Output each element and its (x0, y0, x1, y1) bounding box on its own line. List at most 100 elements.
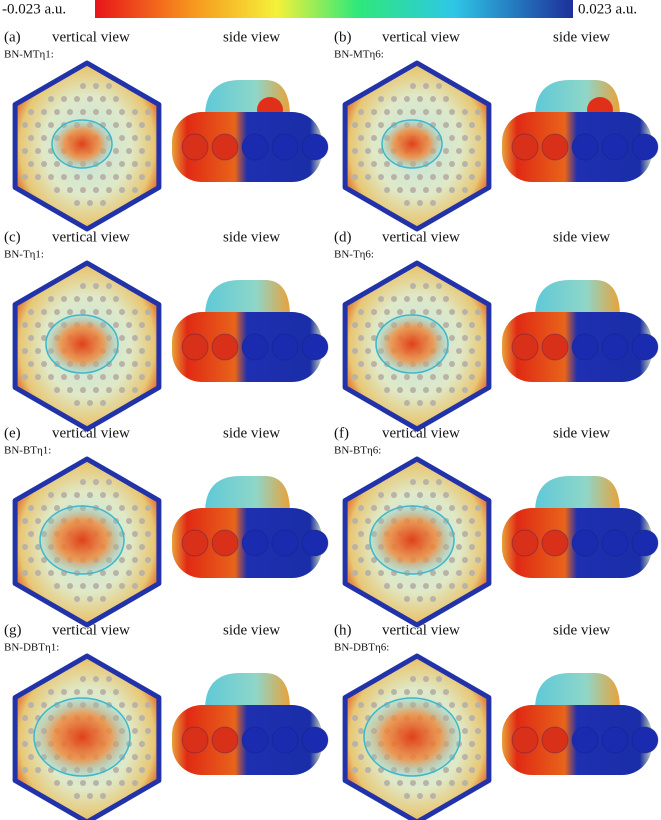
vertical-view-label: vertical view (52, 622, 130, 638)
atom (423, 780, 429, 786)
atom (126, 715, 132, 721)
atom (397, 309, 403, 315)
atom (93, 387, 99, 393)
side-view-label: side view (553, 425, 610, 441)
atom (22, 174, 28, 180)
atom (371, 557, 377, 563)
atom (358, 361, 364, 367)
atom (145, 754, 151, 760)
atom (126, 348, 132, 354)
panel: (f) vertical view side view BN-BTη6: (334, 425, 659, 628)
atom (132, 780, 138, 786)
atom (100, 400, 106, 406)
atom (139, 544, 145, 550)
vertical-view-label: vertical view (382, 622, 460, 638)
atom (365, 518, 371, 524)
atom (35, 570, 41, 576)
atom (74, 96, 80, 102)
atom (61, 689, 67, 695)
atom (352, 544, 358, 550)
atom (430, 793, 436, 799)
structure-name: BN-BTη1: (4, 445, 51, 457)
atom (126, 544, 132, 550)
atom (106, 387, 112, 393)
atom (87, 400, 93, 406)
atom (28, 754, 34, 760)
panel-letter: (f) (334, 425, 349, 441)
panel-letter: (h) (334, 622, 352, 638)
atom (423, 676, 429, 682)
atom (384, 187, 390, 193)
atom (378, 374, 384, 380)
atom (449, 161, 455, 167)
atom (449, 387, 455, 393)
atom (456, 122, 462, 128)
atom (145, 505, 151, 511)
panel-letter: (g) (4, 622, 22, 638)
atom (35, 518, 41, 524)
atom (80, 676, 86, 682)
atom (74, 200, 80, 206)
atom (475, 702, 481, 708)
atom (449, 583, 455, 589)
atom (417, 793, 423, 799)
side-atom (181, 529, 209, 557)
atom (417, 374, 423, 380)
atom (80, 479, 86, 485)
atom (462, 728, 468, 734)
atom (456, 322, 462, 328)
atom (22, 348, 28, 354)
side-atom (571, 133, 599, 161)
atom (365, 374, 371, 380)
atom (456, 715, 462, 721)
atom (67, 309, 73, 315)
atom (119, 135, 125, 141)
side-atom (571, 726, 599, 754)
side-view-label: side view (553, 622, 610, 638)
atom (436, 109, 442, 115)
atom (430, 596, 436, 602)
panel: (c) vertical view side view BN-Tη1: (4, 229, 329, 432)
atom (54, 387, 60, 393)
side-atom (211, 333, 239, 361)
atom (22, 741, 28, 747)
atom (80, 583, 86, 589)
atom (139, 518, 145, 524)
atom (443, 148, 449, 154)
atom (87, 492, 93, 498)
atom (126, 518, 132, 524)
atom (145, 135, 151, 141)
atom (475, 531, 481, 537)
atom (22, 322, 28, 328)
side-atom (631, 726, 659, 754)
atom (100, 174, 106, 180)
atom (410, 780, 416, 786)
atom (358, 505, 364, 511)
side-atom (181, 726, 209, 754)
side-bump (535, 476, 620, 513)
atom (352, 322, 358, 328)
atom (139, 348, 145, 354)
atom (371, 309, 377, 315)
atom (41, 109, 47, 115)
atom (35, 322, 41, 328)
atom (139, 174, 145, 180)
atom (436, 676, 442, 682)
side-atom (511, 133, 539, 161)
side-atom (511, 726, 539, 754)
atom (74, 689, 80, 695)
atom (119, 309, 125, 315)
atom (100, 596, 106, 602)
atom (358, 531, 364, 537)
atom (132, 161, 138, 167)
atom (469, 518, 475, 524)
atom (469, 570, 475, 576)
atom (456, 148, 462, 154)
atom (126, 122, 132, 128)
atom (87, 296, 93, 302)
atom (410, 676, 416, 682)
atom (384, 583, 390, 589)
atom (423, 83, 429, 89)
atom (119, 161, 125, 167)
side-atom (631, 133, 659, 161)
